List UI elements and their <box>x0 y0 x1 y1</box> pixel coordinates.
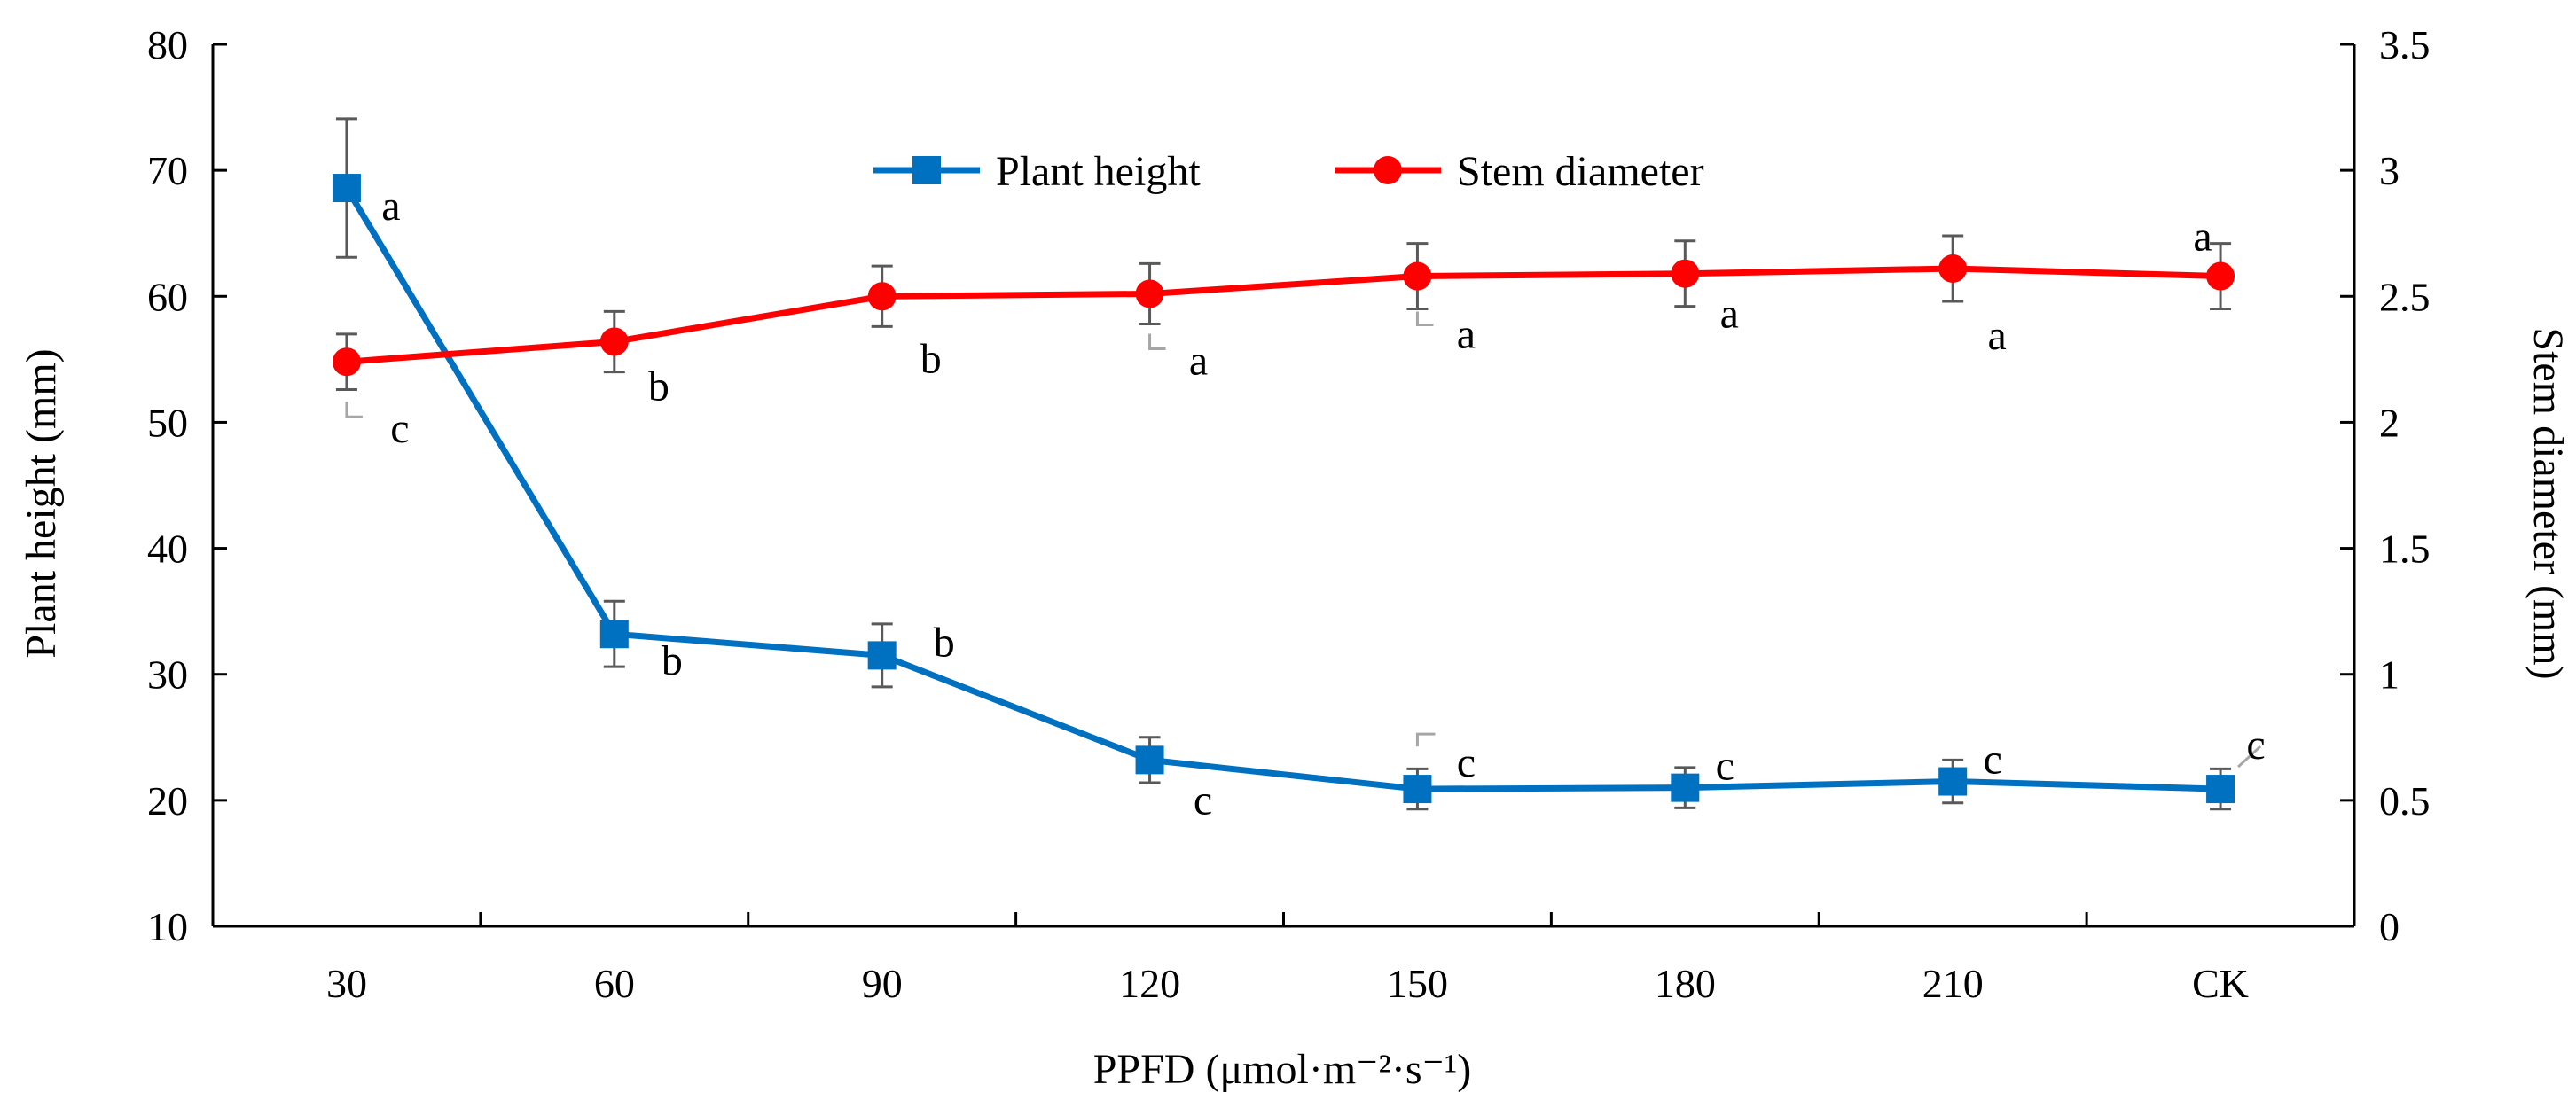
series-line-stem-diameter <box>346 265 2221 365</box>
data-point <box>1135 745 1164 775</box>
series-line-plant-height <box>343 186 2221 792</box>
significance-label: b <box>648 363 669 410</box>
data-point <box>1938 254 1968 284</box>
series-layer <box>332 174 2235 804</box>
label-leader-line <box>345 402 363 418</box>
data-point <box>332 347 361 377</box>
y-left-tick-label: 40 <box>147 527 188 572</box>
y-axis-left-title: Plant height (mm) <box>18 348 65 658</box>
y-right-tick-label: 3 <box>2379 148 2400 193</box>
legend-marker <box>912 156 941 184</box>
y-right-tick-label: 1 <box>2379 652 2400 698</box>
x-tick-label: 120 <box>1119 961 1180 1006</box>
x-tick-label: 210 <box>1922 961 1984 1006</box>
error-bars <box>335 117 2232 811</box>
y-left-tick-label: 70 <box>147 148 188 193</box>
significance-label: a <box>1189 337 1208 384</box>
label-leader-line <box>1148 333 1166 350</box>
x-tick-label: 60 <box>594 961 635 1006</box>
y-right-tick-label: 2 <box>2379 400 2400 445</box>
y-axis-right-title: Stem diameter (mm) <box>2525 327 2572 679</box>
label-leader-line <box>1415 732 1436 747</box>
significance-label: c <box>1984 737 2002 784</box>
y-left-tick-label: 10 <box>147 904 188 949</box>
legend-label: Stem diameter <box>1457 148 1704 195</box>
label-leader-line <box>1415 311 1434 327</box>
label-leader-line <box>2237 745 2262 769</box>
significance-labels: a b b c c c c c c b b a a a a a <box>345 183 2266 823</box>
significance-label: c <box>390 405 409 452</box>
data-point <box>1938 767 1968 796</box>
significance-label: a <box>1457 311 1476 358</box>
y-left-tick-label: 20 <box>147 778 188 823</box>
significance-label: b <box>920 335 942 382</box>
legend-label: Plant height <box>996 148 1201 195</box>
x-tick-label: 150 <box>1387 961 1448 1006</box>
x-tick-label: 30 <box>326 961 367 1006</box>
significance-label: a <box>1988 312 2007 359</box>
significance-label: c <box>1716 743 1734 790</box>
legend-marker <box>1374 156 1402 184</box>
x-tick-label: 90 <box>862 961 903 1006</box>
y-left-tick-label: 50 <box>147 400 188 445</box>
significance-label: c <box>2246 722 2265 769</box>
significance-label: a <box>381 183 400 230</box>
x-tick-label: 180 <box>1655 961 1716 1006</box>
data-point <box>1671 259 1700 288</box>
significance-label: b <box>662 637 683 684</box>
data-point <box>2206 775 2235 804</box>
data-point <box>867 641 897 670</box>
y-right-tick-label: 1.5 <box>2379 527 2431 572</box>
legend: Plant height Stem diameter <box>873 148 1704 195</box>
y-right-tick-label: 3.5 <box>2379 22 2431 67</box>
significance-label: a <box>2193 214 2212 261</box>
data-point <box>1403 261 1432 291</box>
data-point <box>599 327 629 356</box>
y-right-tick-label: 0 <box>2379 904 2400 949</box>
y-left-tick-label: 80 <box>147 22 188 67</box>
data-point <box>1135 279 1164 308</box>
y-right-tick-label: 0.5 <box>2379 778 2431 823</box>
significance-label: c <box>1194 777 1212 823</box>
data-point <box>2206 261 2235 291</box>
significance-label: b <box>934 619 955 666</box>
x-tick-label: CK <box>2192 961 2249 1006</box>
significance-label: a <box>1720 291 1739 338</box>
significance-label: c <box>1457 739 1476 786</box>
x-axis-title: PPFD (μmol·m⁻²·s⁻¹) <box>1093 1046 1472 1093</box>
y-left-tick-label: 60 <box>147 274 188 319</box>
data-point <box>1671 773 1700 802</box>
data-point <box>599 620 629 649</box>
data-point <box>867 282 897 311</box>
data-point <box>1403 775 1432 804</box>
y-left-tick-label: 30 <box>147 652 188 698</box>
y-right-tick-label: 2.5 <box>2379 274 2431 319</box>
axes: 30 60 90 120 150 180 210 CK 10 20 30 40 50 60 70 80 0 0.5… <box>147 22 2431 1006</box>
data-point <box>332 174 361 203</box>
